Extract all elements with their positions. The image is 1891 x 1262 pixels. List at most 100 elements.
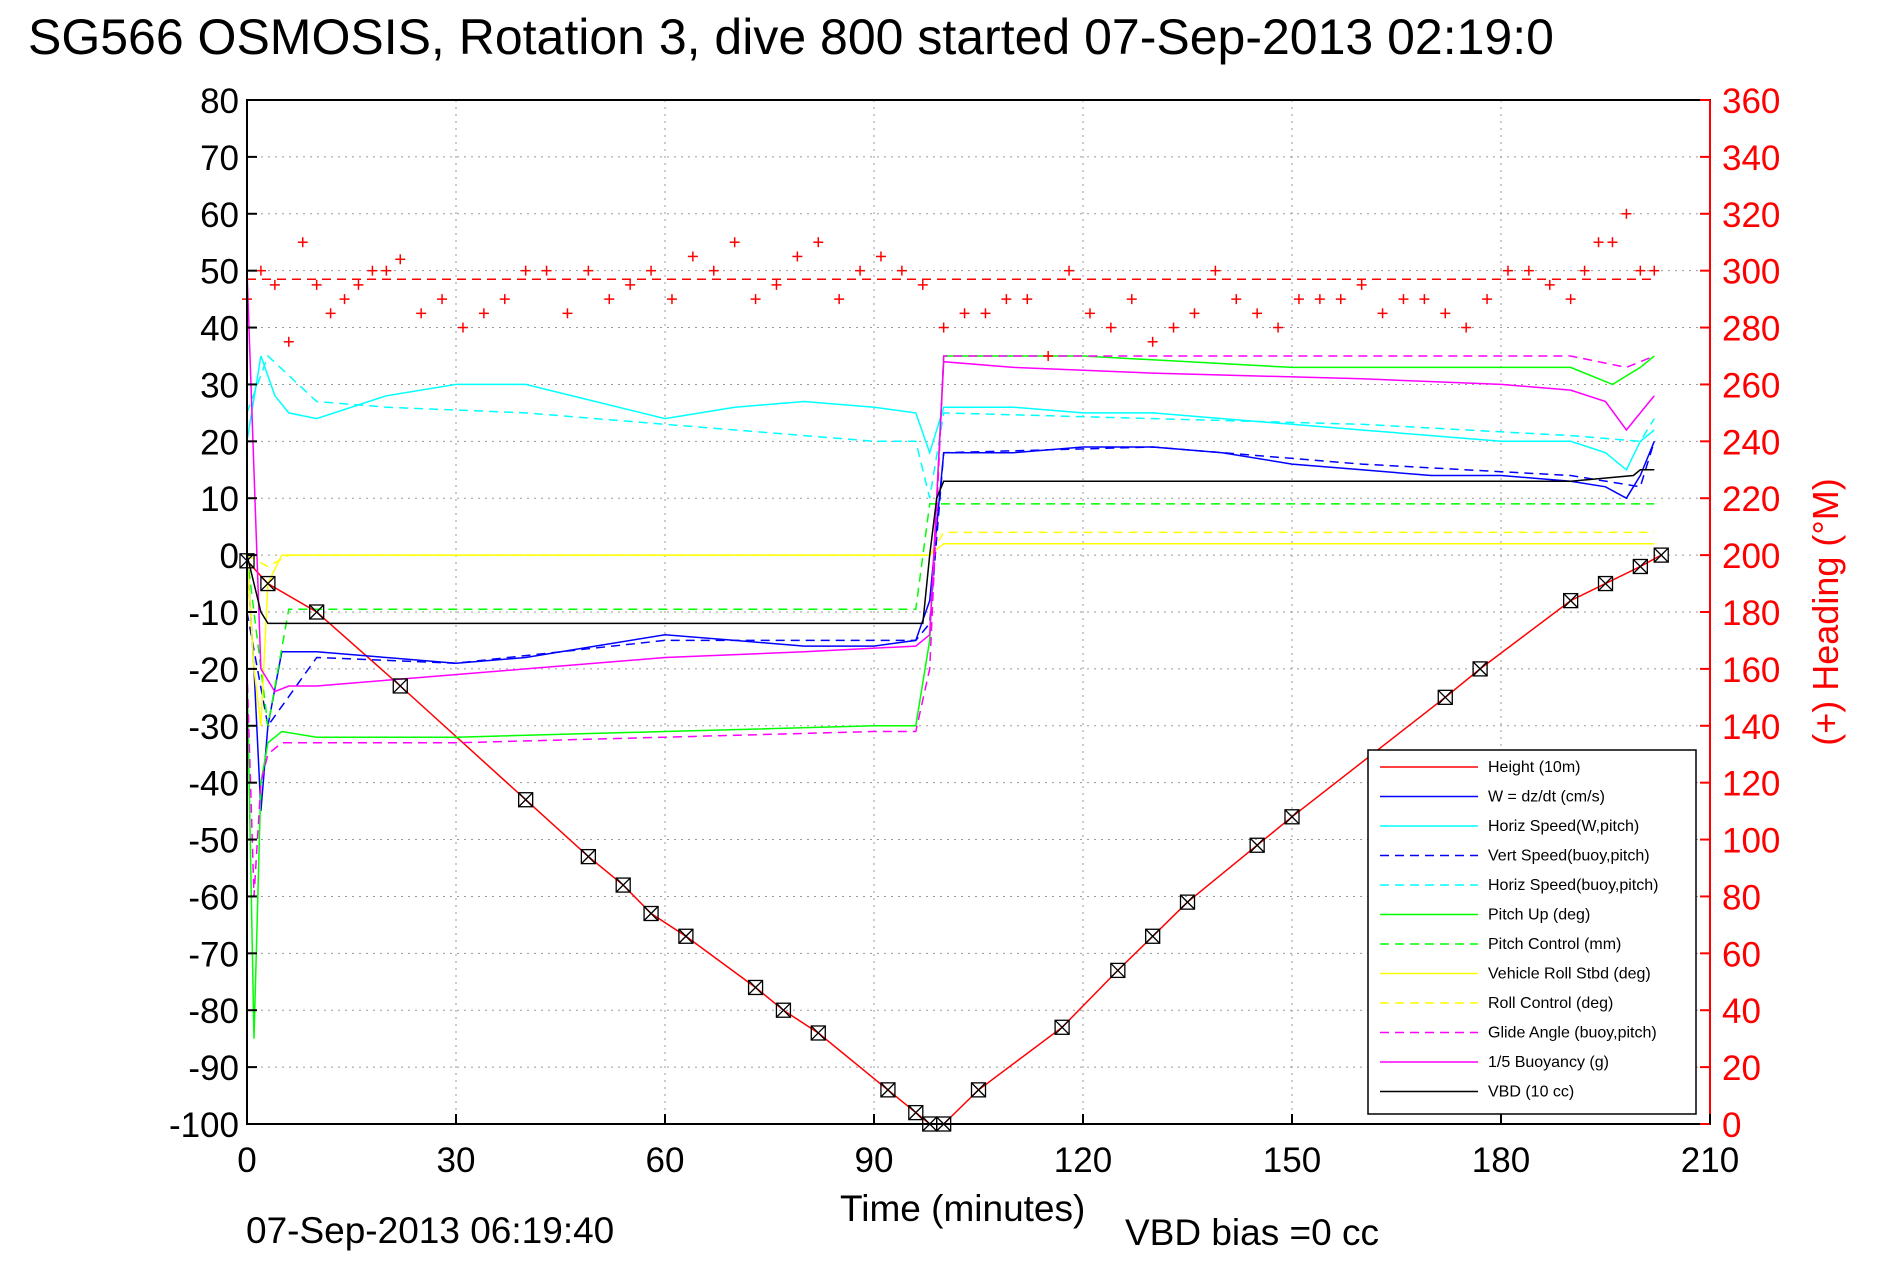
heading-points: [242, 208, 1660, 361]
heading-point: [478, 308, 489, 319]
heading-point: [917, 279, 928, 290]
heading-point: [813, 237, 824, 248]
depth-marker-cross-b: [908, 1105, 924, 1121]
depth-marker-box: [1597, 575, 1614, 592]
depth-marker: [260, 575, 276, 592]
heading-point: [855, 265, 866, 276]
left-tick-label: -90: [188, 1049, 239, 1088]
series-line: [246, 469, 1655, 625]
legend-entry-label: Vert Speed(buoy,pitch): [1488, 848, 1650, 865]
heading-point: [416, 308, 427, 319]
depth-marker: [880, 1082, 896, 1098]
series-line: [246, 355, 1655, 897]
footer-timestamp: 07-Sep-2013 06:19:40: [246, 1210, 615, 1251]
depth-marker: [392, 678, 408, 694]
depth-marker-cross-b: [309, 604, 325, 620]
heading-point: [666, 294, 677, 305]
legend-entry-label: W = dz/dt (cm/s): [1488, 789, 1605, 806]
left-tick-label: -50: [188, 822, 239, 861]
depth-marker: [678, 928, 694, 944]
legend-entry-label: Height (10m): [1488, 759, 1580, 776]
heading-point: [604, 294, 615, 305]
right-tick-label: 40: [1722, 992, 1761, 1031]
heading-point: [959, 308, 970, 319]
series-line: [246, 531, 1655, 568]
depth-marker-box: [1110, 962, 1126, 979]
right-tick-label: 160: [1722, 651, 1780, 690]
right-tick-label: 60: [1722, 935, 1761, 974]
right-tick-label: 280: [1722, 310, 1780, 349]
heading-point: [325, 308, 336, 319]
depth-marker-cross-b: [1563, 593, 1579, 609]
heading-point: [1565, 294, 1576, 305]
x-axis-label: Time (minutes): [840, 1188, 1086, 1229]
right-tick-label: 320: [1722, 196, 1780, 235]
heading-point: [1273, 322, 1284, 333]
heading-point: [437, 294, 448, 305]
heading-point: [938, 322, 949, 333]
depth-marker-box: [1179, 894, 1196, 910]
depth-marker-box: [615, 877, 631, 893]
x-tick-label: 210: [1681, 1141, 1739, 1180]
right-tick-label: 20: [1722, 1049, 1761, 1088]
series-line: [246, 354, 1655, 499]
depth-marker-cross-b: [1437, 689, 1453, 705]
left-tick-label: 20: [200, 423, 239, 462]
left-tick-label: 70: [200, 139, 239, 178]
x-tick-label: 60: [646, 1141, 685, 1180]
depth-marker-cross-b: [1472, 661, 1488, 677]
depth-marker: [1249, 837, 1265, 853]
heading-point: [1293, 294, 1304, 305]
depth-marker-cross-b: [1249, 837, 1265, 853]
depth-marker: [309, 604, 325, 620]
right-axis-ticks: 3603403203002802602402202001801601401201…: [1700, 82, 1780, 1145]
depth-marker-box: [580, 848, 597, 865]
heading-point: [1105, 322, 1116, 333]
depth-marker-cross-b: [1284, 809, 1300, 825]
right-tick-label: 300: [1722, 253, 1780, 292]
depth-marker-cross-b: [1110, 962, 1126, 978]
heading-point: [687, 251, 698, 262]
left-tick-label: -60: [188, 878, 239, 917]
left-tick-label: -20: [188, 651, 239, 690]
series-line: [246, 441, 1656, 728]
heading-point: [269, 279, 280, 290]
depth-marker-box: [260, 575, 276, 592]
depth-marker-box: [880, 1082, 896, 1098]
legend-entry-label: Horiz Speed(buoy,pitch): [1488, 877, 1658, 894]
depth-marker-cross-b: [392, 678, 408, 694]
heading-point: [625, 279, 636, 290]
heading-point: [771, 279, 782, 290]
x-tick-label: 30: [437, 1141, 476, 1180]
series-line: [246, 355, 1655, 471]
left-tick-label: 10: [200, 480, 239, 519]
heading-point: [1356, 279, 1367, 290]
depth-marker-box: [392, 678, 408, 694]
x-tick-label: 150: [1263, 1141, 1321, 1180]
heading-point: [834, 294, 845, 305]
right-axis-label: (+) Heading (°M): [1805, 478, 1846, 745]
x-tick-label: 90: [855, 1141, 894, 1180]
depth-marker-cross-b: [971, 1082, 986, 1098]
heading-point: [708, 265, 719, 276]
heading-point: [1440, 308, 1451, 319]
heading-point: [1621, 208, 1632, 219]
right-tick-label: 100: [1722, 822, 1780, 861]
heading-point: [1231, 294, 1242, 305]
depth-marker-box: [747, 979, 764, 996]
x-axis-ticks: 0 30 60 90 120 150 180 210: [237, 1114, 1739, 1180]
chart-title: SG566 OSMOSIS, Rotation 3, dive 800 star…: [28, 9, 1554, 65]
heading-point: [792, 251, 803, 262]
right-tick-label: 180: [1722, 594, 1780, 633]
heading-point: [1461, 322, 1472, 333]
depth-marker-box: [643, 905, 659, 922]
depth-marker: [970, 1082, 987, 1098]
heading-point: [750, 294, 761, 305]
left-tick-label: 60: [200, 196, 239, 235]
depth-marker-box: [1284, 809, 1300, 825]
depth-marker: [747, 979, 764, 996]
depth-marker: [908, 1104, 924, 1121]
depth-marker-cross-b: [1598, 576, 1613, 592]
heading-point: [1168, 322, 1179, 333]
depth-marker-cross-b: [615, 877, 631, 893]
